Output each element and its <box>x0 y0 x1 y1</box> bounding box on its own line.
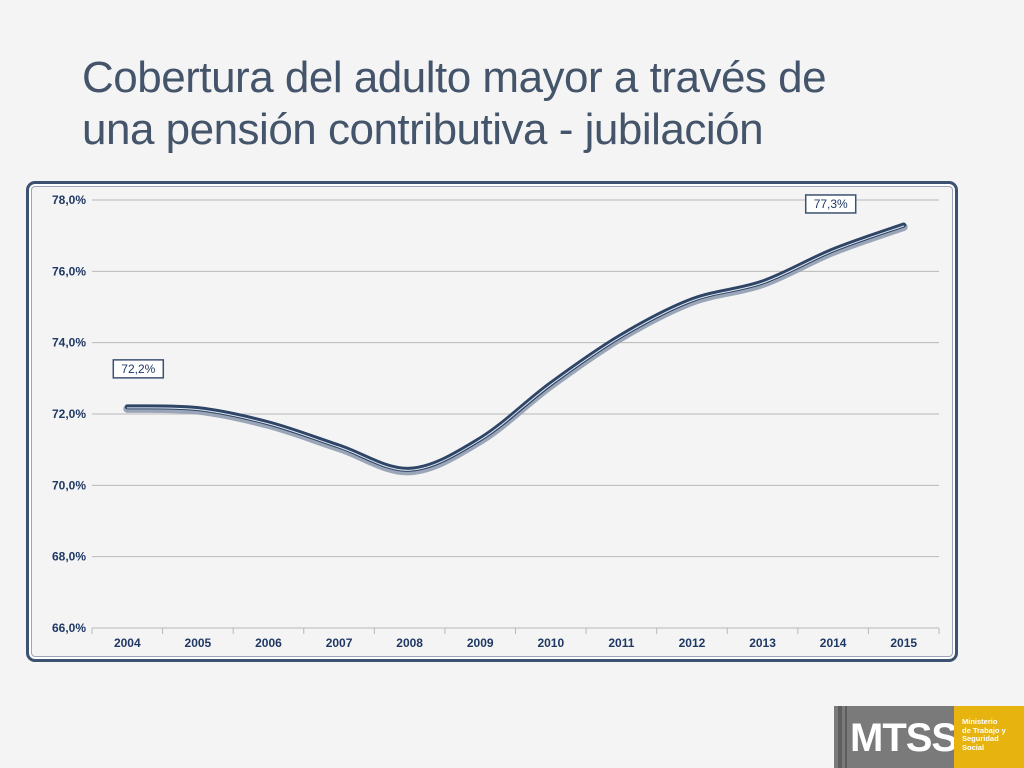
y-tick-label: 78,0% <box>52 193 86 207</box>
slide-title-line-2: una pensión contributiva - jubilación <box>82 105 764 154</box>
x-tick-label: 2010 <box>537 636 564 650</box>
x-tick-label: 2009 <box>467 636 494 650</box>
chart-frame: 66,0% 68,0% 70,0% 72,0% 74,0% 76,0% 78,0% 2004 2… <box>26 181 958 662</box>
data-point <box>124 404 130 410</box>
slide-title: Cobertura del adulto mayor a través de u… <box>82 52 982 156</box>
logo-subtitle-line: Ministerio <box>962 717 998 726</box>
x-tick-label: 2006 <box>255 636 282 650</box>
data-point <box>195 406 201 412</box>
y-tick-label: 70,0% <box>52 478 86 492</box>
data-point <box>265 420 271 426</box>
logo-subtitle-line: Social <box>962 742 985 752</box>
mtss-logo: MTSS Ministerio de Trabajo y Seguridad S… <box>834 706 1024 768</box>
logo-side-panel: Ministerio de Trabajo y Seguridad Social <box>954 706 1024 768</box>
x-tick-label: 2007 <box>326 636 353 650</box>
y-tick-label: 74,0% <box>52 336 86 350</box>
data-label: 72,2% <box>121 362 155 376</box>
data-point <box>548 381 554 387</box>
x-tick-label: 2004 <box>114 636 141 650</box>
y-tick-label: 66,0% <box>52 621 86 635</box>
data-label: 77,3% <box>814 197 848 211</box>
x-tick-label: 2015 <box>890 636 917 650</box>
x-tick-label: 2011 <box>608 636 634 650</box>
logo-stripe <box>845 706 847 768</box>
data-point <box>830 247 836 253</box>
series-line-shadow <box>123 222 908 476</box>
data-point <box>477 436 483 442</box>
data-point <box>407 466 413 472</box>
logo-text: MTSS <box>850 716 958 760</box>
y-tick-label: 76,0% <box>52 264 86 278</box>
y-tick-label: 68,0% <box>52 550 86 564</box>
data-point <box>618 333 624 339</box>
x-tick-label: 2014 <box>820 636 847 650</box>
series-line-highlight <box>126 225 905 471</box>
data-point <box>760 279 766 285</box>
y-tick-label: 72,0% <box>52 407 86 421</box>
series-line <box>124 222 907 472</box>
line-chart: 66,0% 68,0% 70,0% 72,0% 74,0% 76,0% 78,0% 2004 2… <box>52 193 940 650</box>
data-label-box <box>804 194 857 214</box>
x-tick-label: 2005 <box>185 636 212 650</box>
data-point <box>336 443 342 449</box>
logo-subtitle-line: de Trabajo y <box>962 725 1006 735</box>
logo-subtitle: Ministerio de Trabajo y Seguridad Social <box>962 717 1024 752</box>
data-point <box>901 222 907 228</box>
x-tick-label: 2012 <box>679 636 706 650</box>
x-tick-label: 2008 <box>396 636 423 650</box>
logo-stripe <box>838 706 842 768</box>
slide-title-line-1: Cobertura del adulto mayor a través de <box>82 53 827 102</box>
data-point <box>689 297 695 303</box>
data-label-box <box>112 359 165 379</box>
logo-subtitle-line: Seguridad <box>962 734 999 743</box>
x-tick-label: 2013 <box>749 636 776 650</box>
